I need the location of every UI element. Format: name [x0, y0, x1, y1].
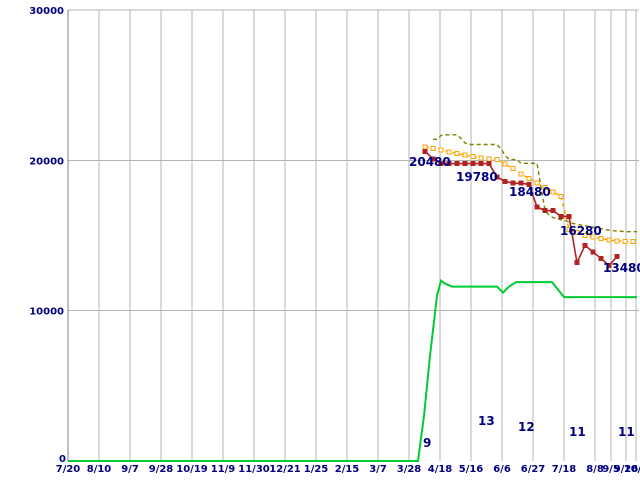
- data-value-label: 20480: [409, 155, 451, 169]
- data-value-labels: 20480 19780 18480 16280 13480 9 13 12 11 11: [409, 155, 640, 450]
- data-point-marker: [470, 154, 476, 160]
- data-point-marker: [566, 213, 572, 219]
- x-tick-label: 5/16: [459, 464, 484, 475]
- data-point-marker: [526, 175, 532, 181]
- data-point-marker: [606, 263, 612, 269]
- x-tick-label: 6/6: [493, 464, 511, 475]
- x-tick-label: 9/26: [614, 464, 639, 475]
- data-value-label: 18480: [509, 185, 551, 199]
- data-point-marker: [478, 161, 484, 167]
- data-point-marker: [510, 180, 516, 186]
- x-tick-label: 8/10: [87, 464, 112, 475]
- series-price-main: [422, 148, 620, 269]
- x-tick-label: 4/18: [428, 464, 453, 475]
- data-point-marker: [486, 161, 492, 167]
- data-value-label: 11: [569, 425, 586, 439]
- data-point-marker: [422, 148, 428, 154]
- data-point-marker: [542, 208, 548, 214]
- data-point-marker: [534, 180, 540, 186]
- x-tick-label: 9/7: [121, 464, 139, 475]
- data-value-label: 9: [423, 436, 431, 450]
- series-layer: [68, 134, 637, 462]
- x-tick-label: 6/27: [521, 464, 546, 475]
- y-tick-label: 0: [59, 454, 66, 465]
- data-point-marker: [494, 157, 500, 163]
- series-count-series: [68, 278, 637, 462]
- series-price-mid-band: [422, 144, 636, 244]
- data-point-marker: [622, 239, 628, 244]
- data-point-marker: [438, 147, 444, 153]
- data-point-marker: [630, 239, 636, 244]
- series-line-count-series: [68, 278, 637, 462]
- x-tick-label: 10/19: [176, 464, 208, 475]
- data-point-marker: [502, 178, 508, 184]
- data-point-marker: [574, 260, 580, 266]
- data-point-marker: [590, 249, 596, 255]
- data-point-marker: [430, 145, 436, 151]
- data-point-marker: [542, 184, 548, 190]
- data-point-marker: [470, 161, 476, 167]
- data-point-marker: [518, 171, 524, 177]
- data-point-marker: [550, 189, 556, 195]
- x-tick-label: 11/30: [238, 464, 270, 475]
- series-line-price-mid-band: [424, 146, 633, 243]
- data-point-marker: [430, 156, 436, 162]
- x-tick-label: 2/15: [335, 464, 360, 475]
- y-tick-label: 20000: [29, 156, 64, 167]
- x-tick-label: 3/7: [369, 464, 387, 475]
- y-tick-label: 30000: [29, 6, 64, 17]
- data-point-marker: [526, 181, 532, 187]
- x-tick-label: 9/28: [149, 464, 174, 475]
- data-point-marker: [558, 213, 564, 219]
- y-axis-tick-labels: 0 10000 20000 30000: [29, 6, 66, 465]
- data-point-marker: [550, 208, 556, 214]
- data-point-marker: [494, 174, 500, 180]
- x-tick-label: 10/3: [624, 464, 640, 475]
- data-point-marker: [606, 237, 612, 243]
- data-point-marker: [598, 236, 604, 241]
- data-point-marker: [598, 255, 604, 261]
- data-point-marker: [510, 166, 516, 172]
- data-point-marker: [518, 180, 524, 186]
- data-point-marker: [614, 238, 620, 244]
- data-point-marker: [446, 149, 452, 155]
- x-tick-label: 1/25: [304, 464, 329, 475]
- data-value-label: 11: [618, 425, 635, 439]
- horizontal-gridlines: [68, 9, 639, 312]
- data-value-label: 12: [518, 420, 535, 434]
- data-point-marker: [534, 204, 540, 210]
- data-point-marker: [582, 233, 588, 238]
- data-point-marker: [438, 160, 444, 166]
- data-value-label: 13: [478, 414, 495, 428]
- x-tick-label: 7/18: [552, 464, 577, 475]
- x-tick-label: 11/9: [211, 464, 236, 475]
- data-point-marker: [614, 254, 620, 259]
- x-tick-label: 12/21: [269, 464, 301, 475]
- data-point-marker: [454, 161, 460, 167]
- data-value-label: 16280: [560, 224, 602, 238]
- x-tick-label: 7/20: [56, 464, 81, 475]
- x-tick-label: 8/8: [586, 464, 604, 475]
- data-value-label: 13480: [603, 261, 640, 275]
- data-point-marker: [502, 161, 508, 167]
- data-point-marker: [574, 230, 580, 235]
- data-point-marker: [478, 155, 484, 161]
- data-point-marker: [582, 242, 588, 248]
- data-value-label: 19780: [456, 170, 498, 184]
- x-tick-label: 9/5: [602, 464, 620, 475]
- y-tick-label: 10000: [29, 307, 64, 318]
- data-point-marker: [454, 151, 460, 157]
- data-point-marker: [486, 156, 492, 162]
- data-point-marker: [462, 161, 468, 167]
- data-point-marker: [558, 193, 564, 199]
- x-tick-label: 3/28: [397, 464, 422, 475]
- data-point-marker: [462, 152, 468, 158]
- data-point-marker: [422, 144, 428, 150]
- data-point-marker: [590, 234, 596, 240]
- data-point-marker: [446, 161, 452, 167]
- x-axis-tick-labels: 7/20 8/10 9/7 9/28 10/19 11/9 11/30 12/21 1/25 2/…: [56, 464, 640, 475]
